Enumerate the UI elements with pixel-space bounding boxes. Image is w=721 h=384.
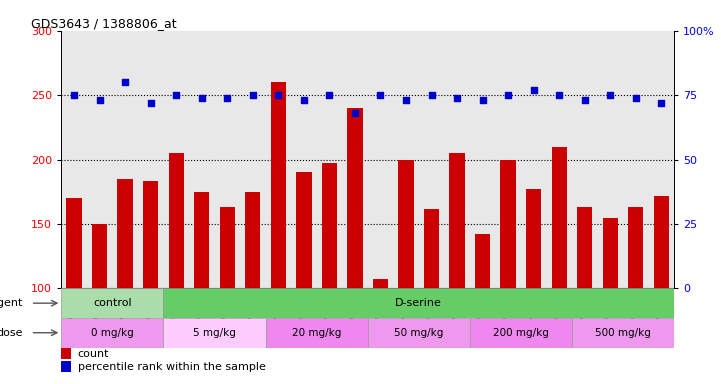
Point <box>375 92 386 98</box>
Point <box>170 92 182 98</box>
Bar <box>398 160 414 288</box>
Bar <box>61 349 71 359</box>
Point <box>604 92 616 98</box>
Point <box>400 97 412 103</box>
Bar <box>526 189 541 288</box>
Bar <box>220 207 235 288</box>
Text: dose: dose <box>0 328 23 338</box>
Point <box>324 92 335 98</box>
Bar <box>270 82 286 288</box>
Point <box>503 92 514 98</box>
Bar <box>500 160 516 288</box>
Point <box>349 110 360 116</box>
Bar <box>143 182 159 288</box>
Bar <box>654 195 669 288</box>
Point <box>145 100 156 106</box>
Point <box>94 97 105 103</box>
Point <box>655 100 667 106</box>
Bar <box>164 318 265 348</box>
Bar <box>577 207 593 288</box>
Bar <box>424 209 439 288</box>
Point <box>579 97 590 103</box>
Text: control: control <box>93 298 132 308</box>
Point <box>120 79 131 85</box>
Bar <box>265 318 368 348</box>
Point <box>68 92 80 98</box>
Text: GDS3643 / 1388806_at: GDS3643 / 1388806_at <box>31 17 176 30</box>
Bar <box>373 280 388 288</box>
Bar <box>368 318 470 348</box>
Bar <box>475 234 490 288</box>
Point <box>196 94 208 101</box>
Point <box>528 87 539 93</box>
Text: percentile rank within the sample: percentile rank within the sample <box>78 362 265 372</box>
Point <box>554 92 565 98</box>
Bar <box>61 288 164 318</box>
Point <box>426 92 438 98</box>
Point <box>451 94 463 101</box>
Bar <box>169 153 184 288</box>
Bar <box>348 108 363 288</box>
Bar <box>245 192 260 288</box>
Point <box>630 94 642 101</box>
Text: 50 mg/kg: 50 mg/kg <box>394 328 443 338</box>
Bar <box>449 153 465 288</box>
Text: count: count <box>78 349 109 359</box>
Point <box>477 97 488 103</box>
Point <box>273 92 284 98</box>
Bar <box>118 179 133 288</box>
Bar <box>552 147 567 288</box>
Text: agent: agent <box>0 298 23 308</box>
Bar <box>164 288 674 318</box>
Point <box>247 92 259 98</box>
Bar <box>61 318 164 348</box>
Text: 5 mg/kg: 5 mg/kg <box>193 328 236 338</box>
Text: 20 mg/kg: 20 mg/kg <box>292 328 341 338</box>
Bar <box>322 164 337 288</box>
Bar <box>603 217 618 288</box>
Text: 500 mg/kg: 500 mg/kg <box>595 328 651 338</box>
Bar <box>194 192 209 288</box>
Text: 200 mg/kg: 200 mg/kg <box>493 328 549 338</box>
Bar <box>572 318 674 348</box>
Bar <box>66 198 81 288</box>
Bar <box>296 172 311 288</box>
Bar <box>628 207 644 288</box>
Bar <box>61 361 71 372</box>
Bar <box>470 318 572 348</box>
Point <box>298 97 309 103</box>
Bar <box>92 224 107 288</box>
Point <box>221 94 233 101</box>
Text: D-serine: D-serine <box>395 298 442 308</box>
Text: 0 mg/kg: 0 mg/kg <box>91 328 133 338</box>
